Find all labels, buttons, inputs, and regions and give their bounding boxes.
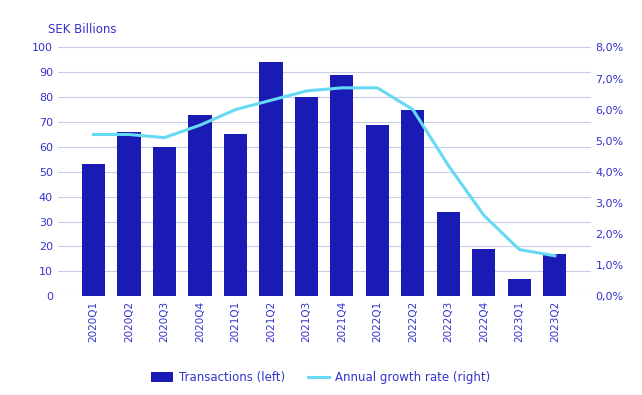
Annual growth rate (right) xyxy=(409,107,417,112)
Bar xyxy=(401,109,424,296)
Annual growth rate (right) xyxy=(551,254,559,258)
Bar xyxy=(331,75,354,296)
Bar xyxy=(508,279,531,296)
Line: Annual growth rate (right): Annual growth rate (right) xyxy=(94,88,555,256)
Bar xyxy=(543,254,566,296)
Bar xyxy=(473,249,496,296)
Annual growth rate (right) xyxy=(338,85,346,90)
Annual growth rate (right) xyxy=(90,132,98,137)
Bar xyxy=(224,134,247,296)
Annual growth rate (right) xyxy=(232,107,239,112)
Bar xyxy=(366,124,389,296)
Legend: Transactions (left), Annual growth rate (right): Transactions (left), Annual growth rate … xyxy=(146,367,496,389)
Annual growth rate (right) xyxy=(125,132,133,137)
Bar xyxy=(117,132,141,296)
Annual growth rate (right) xyxy=(444,163,452,168)
Annual growth rate (right) xyxy=(302,88,310,93)
Annual growth rate (right) xyxy=(160,135,168,140)
Annual growth rate (right) xyxy=(480,213,488,218)
Text: SEK Billions: SEK Billions xyxy=(48,23,117,36)
Bar xyxy=(82,164,105,296)
Bar xyxy=(153,147,176,296)
Bar xyxy=(295,97,318,296)
Annual growth rate (right) xyxy=(196,123,204,128)
Annual growth rate (right) xyxy=(516,247,523,252)
Annual growth rate (right) xyxy=(374,85,381,90)
Annual growth rate (right) xyxy=(267,98,275,103)
Bar xyxy=(259,62,282,296)
Bar xyxy=(189,115,211,296)
Bar xyxy=(437,212,460,296)
